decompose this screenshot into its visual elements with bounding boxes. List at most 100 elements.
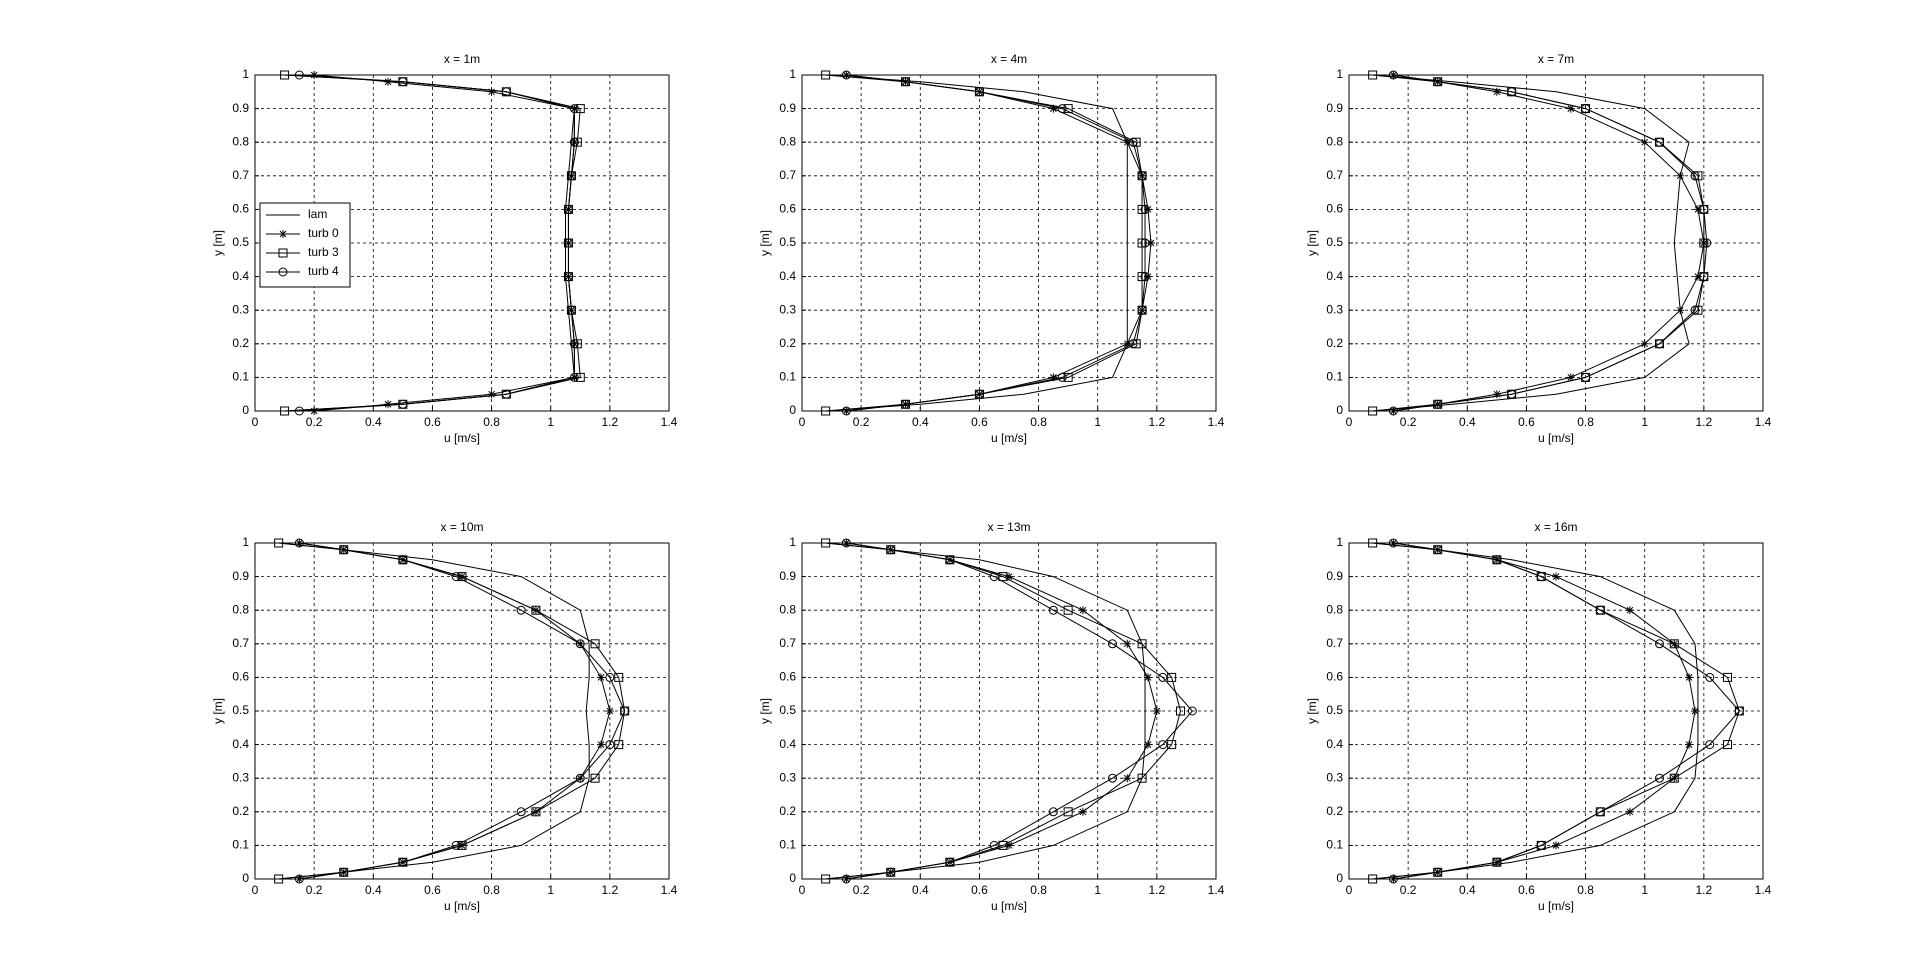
marker-circle <box>1595 605 1605 615</box>
marker-circle <box>841 70 851 80</box>
y-tick-label: 0.4 <box>1326 737 1343 751</box>
marker-circle <box>1536 840 1546 850</box>
marker-circle <box>1705 672 1715 682</box>
x-tick-label: 0.4 <box>1459 415 1476 429</box>
y-tick-label: 0.6 <box>232 202 249 216</box>
marker-star <box>1685 740 1694 749</box>
y-axis-label: y [m] <box>211 230 225 256</box>
marker-circle <box>1690 305 1700 315</box>
series-line <box>825 542 1182 880</box>
marker-circle <box>294 70 304 80</box>
marker-star <box>1143 205 1152 214</box>
y-tick-label: 0.9 <box>232 101 249 115</box>
y-tick-label: 0.7 <box>779 168 796 182</box>
marker-circle <box>451 572 461 582</box>
x-tick-label: 1.2 <box>602 883 619 897</box>
x-tick-label: 0.4 <box>912 883 929 897</box>
marker-circle <box>886 867 896 877</box>
y-tick-label: 0.3 <box>779 302 796 316</box>
y-tick-label: 0 <box>1336 403 1343 417</box>
legend-label: turb 4 <box>308 264 339 278</box>
legend-label: turb 0 <box>308 226 339 240</box>
y-tick-label: 0.9 <box>232 569 249 583</box>
marker-star <box>384 400 393 409</box>
marker-star <box>1005 572 1013 581</box>
series-line <box>1372 74 1690 412</box>
marker-circle <box>1140 238 1150 248</box>
y-tick-label: 0.4 <box>232 269 249 283</box>
marker-circle <box>1655 639 1664 649</box>
marker-star <box>1640 138 1649 147</box>
y-axis-label: y [m] <box>211 698 225 724</box>
y-tick-label: 0.5 <box>232 703 249 717</box>
x-axis-label: u [m/s] <box>991 899 1027 913</box>
marker-circle <box>1734 706 1744 716</box>
marker-square <box>1368 70 1378 80</box>
x-tick-label: 1 <box>1094 883 1101 897</box>
marker-star <box>1640 339 1649 348</box>
marker-circle <box>1388 874 1398 884</box>
y-tick-label: 0.2 <box>1326 804 1343 818</box>
marker-square <box>1669 773 1679 783</box>
marker-circle <box>1507 87 1517 97</box>
x-tick-label: 0.6 <box>971 883 988 897</box>
y-tick-label: 0 <box>1336 871 1343 885</box>
marker-circle <box>1048 807 1058 817</box>
marker-star <box>1123 639 1132 648</box>
marker-circle <box>339 545 349 555</box>
marker-circle <box>1388 406 1398 416</box>
marker-circle <box>989 572 999 582</box>
y-tick-label: 0 <box>789 403 796 417</box>
marker-star <box>1049 104 1058 113</box>
marker-star <box>1123 774 1132 783</box>
marker-square <box>1368 538 1378 548</box>
marker-circle <box>398 857 408 867</box>
marker-square <box>1063 605 1073 615</box>
y-tick-label: 0.2 <box>779 804 796 818</box>
series-line <box>825 74 1128 412</box>
legend-label: turb 3 <box>308 245 339 259</box>
marker-circle <box>516 605 526 615</box>
marker-circle <box>1108 639 1117 649</box>
marker-circle <box>569 137 579 147</box>
x-tick-label: 0.2 <box>306 883 323 897</box>
marker-square <box>1063 807 1073 817</box>
y-tick-label: 0 <box>789 871 796 885</box>
marker-star <box>1685 673 1694 682</box>
y-axis-label: y [m] <box>758 698 772 724</box>
x-tick-label: 0.8 <box>483 415 500 429</box>
marker-circle <box>1137 171 1147 181</box>
marker-star <box>1049 373 1058 382</box>
x-axis-label: u [m/s] <box>1538 899 1574 913</box>
y-tick-label: 0.4 <box>1326 269 1343 283</box>
marker-circle <box>398 399 408 409</box>
marker-circle <box>1140 204 1150 214</box>
marker-circle <box>605 740 615 750</box>
y-tick-label: 0.2 <box>1326 336 1343 350</box>
marker-square <box>575 104 585 114</box>
marker-circle <box>563 204 573 214</box>
x-tick-label: 1.4 <box>1208 415 1225 429</box>
y-tick-label: 0.3 <box>1326 770 1343 784</box>
marker-circle <box>1655 773 1664 783</box>
y-tick-label: 0.9 <box>779 569 796 583</box>
marker-circle <box>1108 773 1117 783</box>
marker-circle <box>1536 572 1546 582</box>
marker-star <box>1492 390 1501 399</box>
x-tick-label: 0.2 <box>1400 415 1417 429</box>
x-axis-label: u [m/s] <box>991 431 1027 445</box>
y-tick-label: 0.1 <box>1326 838 1343 852</box>
marker-square <box>1137 639 1147 649</box>
marker-circle <box>605 672 615 682</box>
marker-circle <box>1057 372 1067 382</box>
y-tick-label: 0 <box>242 871 249 885</box>
marker-circle <box>563 238 573 248</box>
y-tick-label: 0.5 <box>779 235 796 249</box>
y-axis-label: y [m] <box>1305 698 1319 724</box>
y-tick-label: 0.3 <box>232 770 249 784</box>
x-tick-label: 0.2 <box>306 415 323 429</box>
subplot: 0 0.2 0.4 0.6 0.8 1 1.2 1.4 0 0.1 0.2 0.3 0.4 0.5 0.6 0… <box>211 520 677 913</box>
subplot: 0 0.2 0.4 0.6 0.8 1 1.2 1.4 0 0.1 0.2 0.3 0.4 0.5 0.6 0… <box>1305 520 1771 913</box>
marker-square <box>531 807 541 817</box>
subplot: 0 0.2 0.4 0.6 0.8 1 1.2 1.4 0 0.1 0.2 0.3 0.4 0.5 0.6 0… <box>758 520 1224 913</box>
